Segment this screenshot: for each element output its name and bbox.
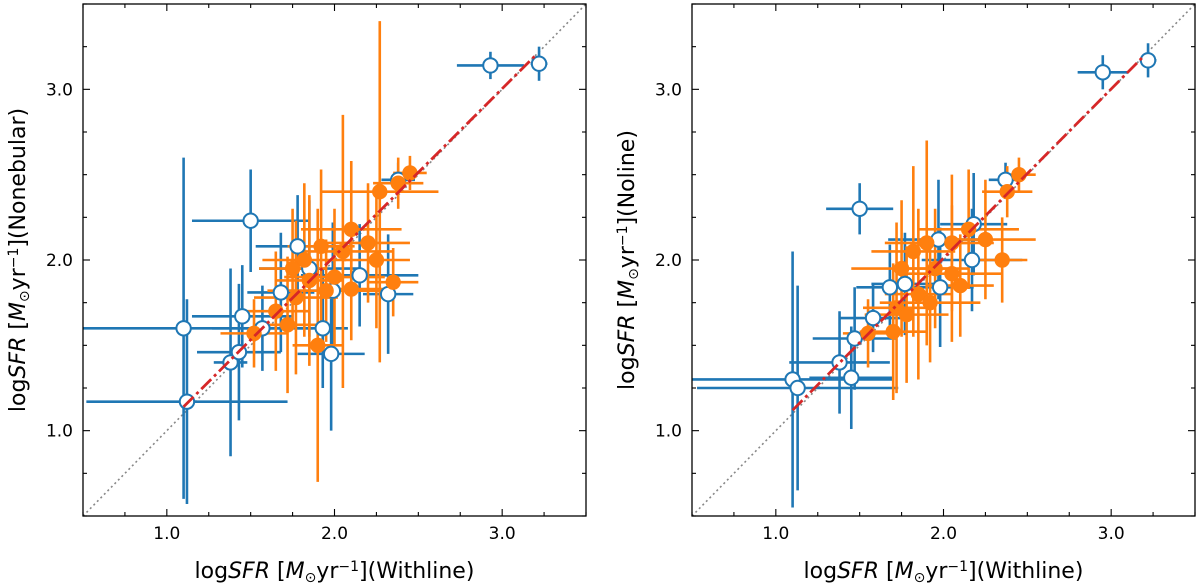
data-point-filled: [279, 317, 296, 333]
data-point-open: [1139, 52, 1157, 69]
data-point-filled: [910, 286, 927, 302]
y-axis-label: logSFR [M⊙yr−1](Nonebular): [6, 108, 33, 412]
data-point-filled: [343, 221, 359, 237]
data-point-open: [234, 308, 251, 325]
data-point-filled: [390, 175, 406, 191]
data-point-filled: [343, 281, 359, 297]
data-point-filled: [368, 252, 385, 268]
data-point-filled: [385, 274, 401, 290]
data-point-open: [530, 55, 548, 72]
data-point-open: [843, 369, 860, 386]
data-point-filled: [288, 289, 304, 306]
data-point-filled: [1011, 166, 1027, 183]
data-point-filled: [898, 306, 915, 323]
data-point-open: [881, 279, 899, 296]
x-axis-label: logSFR [M⊙yr−1](Withline): [804, 559, 1084, 586]
data-point-filled: [284, 260, 301, 277]
data-point-open: [322, 345, 340, 363]
data-point-filled: [372, 184, 388, 200]
data-point-open: [789, 379, 806, 397]
filled-circle-series: [220, 21, 439, 482]
data-point-open: [351, 267, 368, 284]
x-axis-label: logSFR [M⊙yr−1](Withline): [195, 559, 475, 586]
plot-area: [692, 4, 1195, 516]
data-point-filled: [952, 277, 968, 294]
data-point-open: [175, 320, 192, 337]
right-panel: 1.0 2.0 3.0 1.0 2.0 3.0 logSFR [M⊙yr−1](Withli…: [615, 3, 1196, 586]
data-point-filled: [318, 283, 334, 299]
data-point-open: [864, 309, 882, 327]
data-point-open: [272, 284, 290, 301]
data-point-open: [963, 251, 981, 269]
tick-marks: [691, 3, 1196, 517]
data-point-open: [482, 57, 499, 74]
data-point-filled: [313, 238, 329, 255]
data-point-open: [896, 275, 914, 293]
data-point-filled: [905, 243, 922, 260]
data-point-filled: [919, 235, 935, 251]
data-point-filled: [246, 325, 262, 342]
data-point-filled: [360, 235, 376, 251]
data-point-filled: [335, 243, 351, 260]
data-point-open: [289, 238, 306, 255]
data-point-filled: [922, 294, 938, 311]
data-point-filled: [927, 260, 943, 277]
data-point-open: [1094, 64, 1111, 81]
data-point-filled: [296, 252, 313, 268]
y-axis-label: logSFR [M⊙yr−1](Noline): [615, 130, 642, 390]
y-tick-label: 2.0: [46, 251, 73, 271]
data-point-filled: [402, 165, 418, 181]
y-tick-label: 1.0: [655, 422, 682, 442]
y-tick-label: 1.0: [46, 422, 73, 442]
x-tick-label: 3.0: [1098, 524, 1125, 544]
x-tick-label: 1.0: [762, 524, 789, 544]
data-point-filled: [960, 221, 977, 237]
plot-area: [83, 4, 586, 516]
data-point-filled: [310, 337, 326, 354]
x-tick-label: 1.0: [153, 524, 180, 544]
y-tick-label: 3.0: [655, 80, 682, 100]
data-point-filled: [885, 323, 901, 340]
y-tick-label: 2.0: [655, 251, 682, 271]
data-point-filled: [999, 184, 1015, 200]
x-tick-label: 3.0: [489, 524, 516, 544]
data-point-filled: [944, 265, 960, 282]
data-point-open: [851, 200, 868, 218]
data-point-filled: [977, 231, 994, 248]
fit-line: [791, 54, 1146, 412]
data-point-filled: [994, 252, 1010, 268]
x-tick-label: 2.0: [321, 524, 348, 544]
data-point-open: [314, 320, 331, 337]
y-tick-label: 3.0: [46, 80, 73, 100]
data-point-filled: [893, 260, 910, 277]
data-point-open: [242, 212, 259, 229]
tick-marks: [82, 3, 587, 517]
fit-line: [182, 54, 537, 408]
left-panel: 1.0 2.0 3.0 1.0 2.0 3.0 logSFR [M⊙yr−1](Withli…: [6, 3, 587, 586]
data-point-filled: [326, 269, 343, 285]
data-point-filled: [268, 303, 284, 319]
x-tick-label: 2.0: [930, 524, 957, 544]
data-point-open: [931, 279, 949, 296]
